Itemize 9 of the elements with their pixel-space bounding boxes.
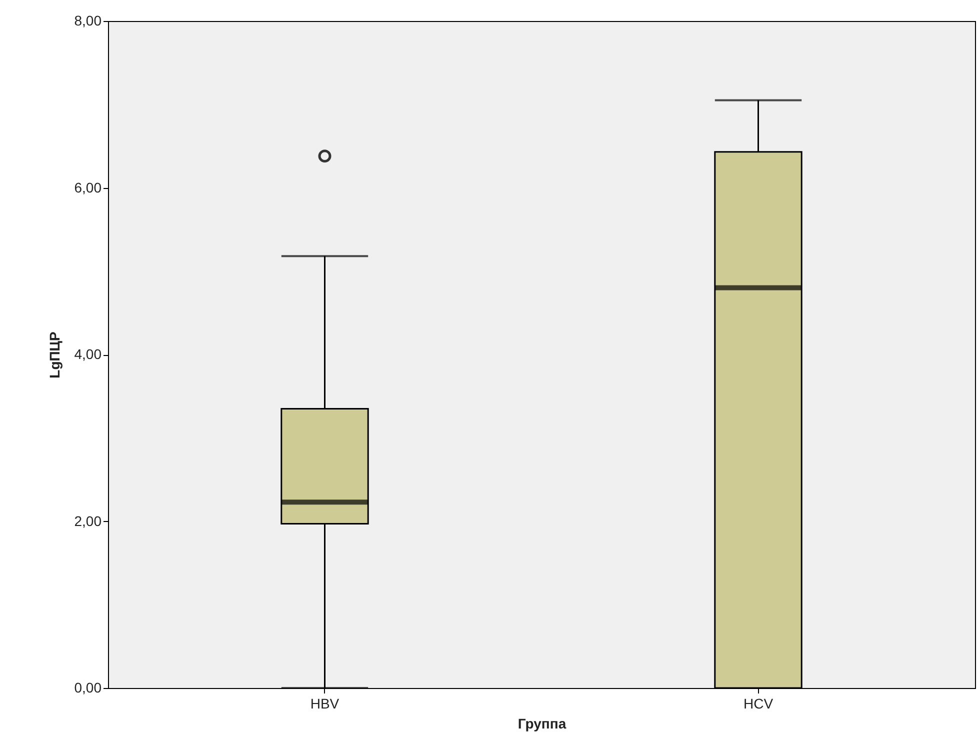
y-tick-label: 2,00 <box>74 512 102 529</box>
y-tick-label: 6,00 <box>74 179 102 196</box>
y-tick-label: 4,00 <box>74 346 102 362</box>
y-axis-title: LgПЦР <box>46 332 62 378</box>
x-tick-label: HCV <box>743 696 774 712</box>
y-tick-label: 8,00 <box>74 12 102 28</box>
x-tick-label: HBV <box>310 696 340 712</box>
y-tick-label: 0,00 <box>74 680 102 696</box>
x-axis-title: Группа <box>518 716 566 732</box>
